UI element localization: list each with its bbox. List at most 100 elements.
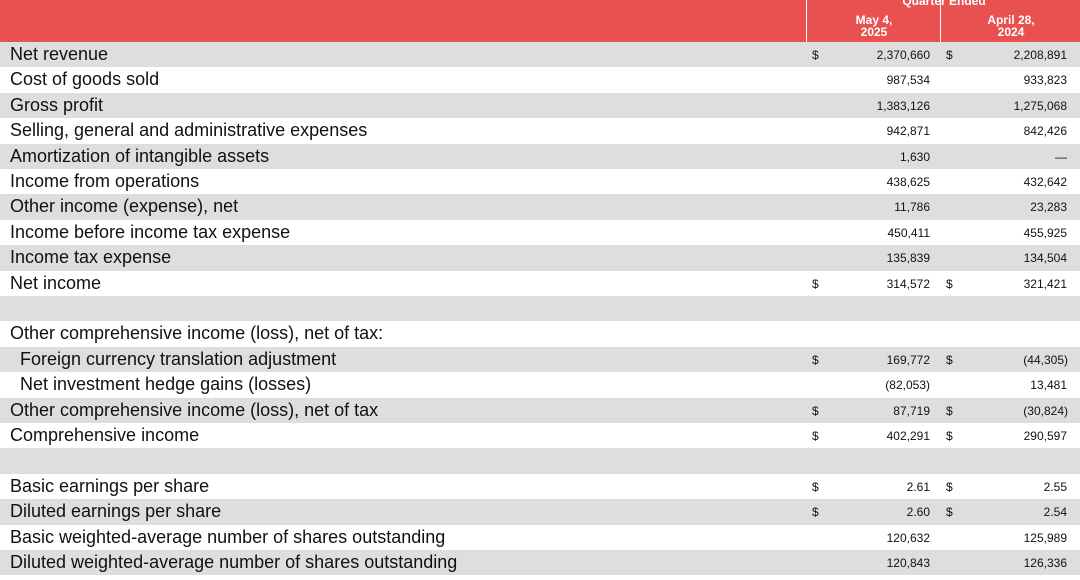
currency-symbol-2024: $ [946,352,953,367]
table-row: Other income (expense), net 11,786 23,283 [0,194,1080,220]
currency-symbol-2025: $ [812,479,819,494]
currency-symbol-2025: $ [812,276,819,291]
value-2024: 933,823 [1023,73,1067,88]
value-2024: 125,989 [1023,530,1067,545]
table-row: Selling, general and administrative expe… [0,118,1080,143]
row-label: Basic earnings per share [10,475,210,496]
currency-symbol-2024: $ [946,403,953,418]
value-2024: 126,336 [1023,556,1067,570]
value-2025 [820,448,930,473]
col-header-2025-line2: 2025 [860,25,888,39]
table-row: Income from operations 438,625 432,642 [0,169,1080,194]
value-2024: 432,642 [1023,175,1067,189]
row-label: Diluted earnings per share [10,501,222,522]
value-2025 [820,321,930,346]
row-label: Other comprehensive income (loss), net o… [10,399,379,420]
value-2024: 290,597 [1023,429,1067,443]
table-row: Foreign currency translation adjustment $… [0,346,1080,373]
row-label: Comprehensive income [10,425,200,445]
table-row: Comprehensive income $402,291 $290,597 [0,423,1080,448]
value-2024: — [1055,149,1067,164]
value-2025 [820,296,930,321]
row-label: Net revenue [10,44,109,64]
table-row: Net revenue $2,370,660 $2,208,891 [0,42,1080,68]
row-label: Gross profit [10,94,104,115]
value-2025: 402,291 [886,429,930,443]
row-label: Cost of goods sold [10,69,160,90]
row-label: Selling, general and administrative expe… [10,120,368,141]
currency-symbol-2025: $ [812,403,819,418]
value-2024: 455,925 [1023,225,1067,240]
table-row: Income tax expense 135,839 134,504 [0,245,1080,271]
value-2025: 2,370,660 [876,48,930,62]
table-row: Basic earnings per share $2.61 $2.55 [0,474,1080,499]
value-2024 [957,296,1067,321]
currency-symbol-2025: $ [812,429,819,443]
table-row: Diluted earnings per share $2.60 $2.54 [0,499,1080,525]
row-label: Other comprehensive income (loss), net o… [10,323,384,344]
value-2025: 1,630 [899,149,930,164]
value-2025: 120,843 [886,556,930,570]
value-2024: 2,208,891 [1013,48,1067,62]
row-label: Income before income tax expense [10,221,291,242]
value-2025: 135,839 [886,251,930,266]
row-label: Amortization of intangible assets [10,145,270,166]
table-row: Net investment hedge gains (losses) (82,0… [0,372,1080,397]
currency-symbol-2024: $ [946,276,953,291]
value-2024: 842,426 [1023,124,1067,139]
value-2025: 11,786 [894,200,930,215]
table-row [0,448,1080,474]
col-header-2024: April 28, 2024 [942,14,1080,38]
currency-symbol-2024: $ [946,429,953,443]
value-2025: 438,625 [886,175,930,189]
value-2024: 134,504 [1023,251,1067,266]
value-2024 [957,448,1067,473]
row-label: Foreign currency translation adjustment [20,348,337,369]
value-2025: 2.61 [906,479,930,494]
row-label: Diluted weighted-average number of share… [10,552,458,572]
table-row: Diluted weighted-average number of share… [0,550,1080,576]
table-row: Basic weighted-average number of shares … [0,525,1080,550]
value-2025: 169,772 [886,352,930,367]
row-label: Basic weighted-average number of shares … [10,526,446,547]
table-header: Quarter Ended May 4, 2025 April 28, 2024 [0,0,1080,42]
value-2025: 87,719 [893,403,930,418]
value-2025: 314,572 [886,276,930,291]
table-row: Income before income tax expense 450,411 4… [0,220,1080,245]
row-label: Income tax expense [10,247,172,268]
table-row: Gross profit 1,383,126 1,275,068 [0,92,1080,119]
value-2025: 1,383,126 [876,98,930,113]
table-row: Other comprehensive income (loss), net o… [0,321,1080,346]
row-label: Other income (expense), net [10,196,239,217]
value-2025: 2.60 [906,505,930,520]
currency-symbol-2024: $ [946,505,953,520]
value-2024: 13,481 [1030,378,1067,393]
value-2024: 2.55 [1043,479,1067,494]
value-2024: (44,305) [1023,352,1068,367]
value-2025: 120,632 [886,530,930,545]
value-2025: (82,053) [885,378,930,393]
value-2025: 987,534 [886,73,930,88]
currency-symbol-2025: $ [812,505,819,520]
value-2024: 1,275,068 [1013,98,1067,113]
value-2025: 450,411 [887,225,931,240]
row-label: Net investment hedge gains (losses) [20,374,312,395]
quarter-ended-label: Quarter Ended [902,0,986,8]
value-2024: 23,283 [1030,200,1067,215]
currency-symbol-2024: $ [946,48,953,62]
value-2025: 942,871 [886,124,930,139]
currency-symbol-2025: $ [812,48,819,62]
currency-symbol-2024: $ [946,479,953,494]
value-2024: 321,421 [1023,276,1067,291]
col-header-2024-line2: 2024 [997,25,1025,39]
value-2024: 2.54 [1043,505,1067,520]
table-row: Amortization of intangible assets 1,630 — [0,143,1080,169]
value-2024: (30,824) [1023,403,1068,418]
col-header-2025: May 4, 2025 [808,14,940,38]
table-row [0,296,1080,322]
row-label: Income from operations [10,171,200,191]
col-header-2025-line1: May 4, [855,13,893,27]
table-row: Cost of goods sold 987,534 933,823 [0,67,1080,92]
col-header-2024-line1: April 28, [987,13,1035,27]
value-2024 [957,321,1067,346]
